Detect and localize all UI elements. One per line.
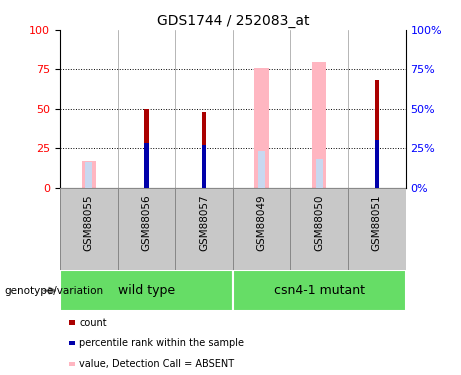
Bar bbox=[374, 80, 379, 188]
Text: GSM88050: GSM88050 bbox=[314, 194, 324, 250]
Title: GDS1744 / 252083_at: GDS1744 / 252083_at bbox=[157, 13, 309, 28]
Bar bbox=[201, 112, 206, 188]
Text: count: count bbox=[79, 318, 107, 327]
Text: GSM88055: GSM88055 bbox=[84, 194, 94, 251]
Text: value, Detection Call = ABSENT: value, Detection Call = ABSENT bbox=[79, 359, 234, 369]
Text: wild type: wild type bbox=[118, 284, 175, 297]
Bar bbox=[348, 188, 406, 270]
Bar bbox=[258, 151, 265, 188]
Bar bbox=[316, 159, 323, 188]
Bar bbox=[82, 161, 96, 188]
Text: genotype/variation: genotype/variation bbox=[5, 286, 104, 296]
Bar bbox=[254, 68, 269, 188]
Text: csn4-1 mutant: csn4-1 mutant bbox=[274, 284, 365, 297]
Bar bbox=[144, 143, 148, 188]
Bar bbox=[233, 270, 406, 311]
Bar bbox=[201, 145, 206, 188]
Bar bbox=[175, 188, 233, 270]
Bar bbox=[290, 188, 348, 270]
Bar bbox=[312, 62, 326, 188]
Text: GSM88056: GSM88056 bbox=[142, 194, 151, 251]
Bar bbox=[60, 270, 233, 311]
Bar bbox=[233, 188, 290, 270]
Bar bbox=[85, 162, 92, 188]
Bar bbox=[144, 109, 148, 188]
Text: GSM88051: GSM88051 bbox=[372, 194, 382, 251]
Bar bbox=[60, 188, 118, 270]
Text: GSM88057: GSM88057 bbox=[199, 194, 209, 251]
Bar bbox=[374, 140, 379, 188]
Text: percentile rank within the sample: percentile rank within the sample bbox=[79, 338, 244, 348]
Text: GSM88049: GSM88049 bbox=[257, 194, 266, 251]
Bar bbox=[118, 188, 175, 270]
